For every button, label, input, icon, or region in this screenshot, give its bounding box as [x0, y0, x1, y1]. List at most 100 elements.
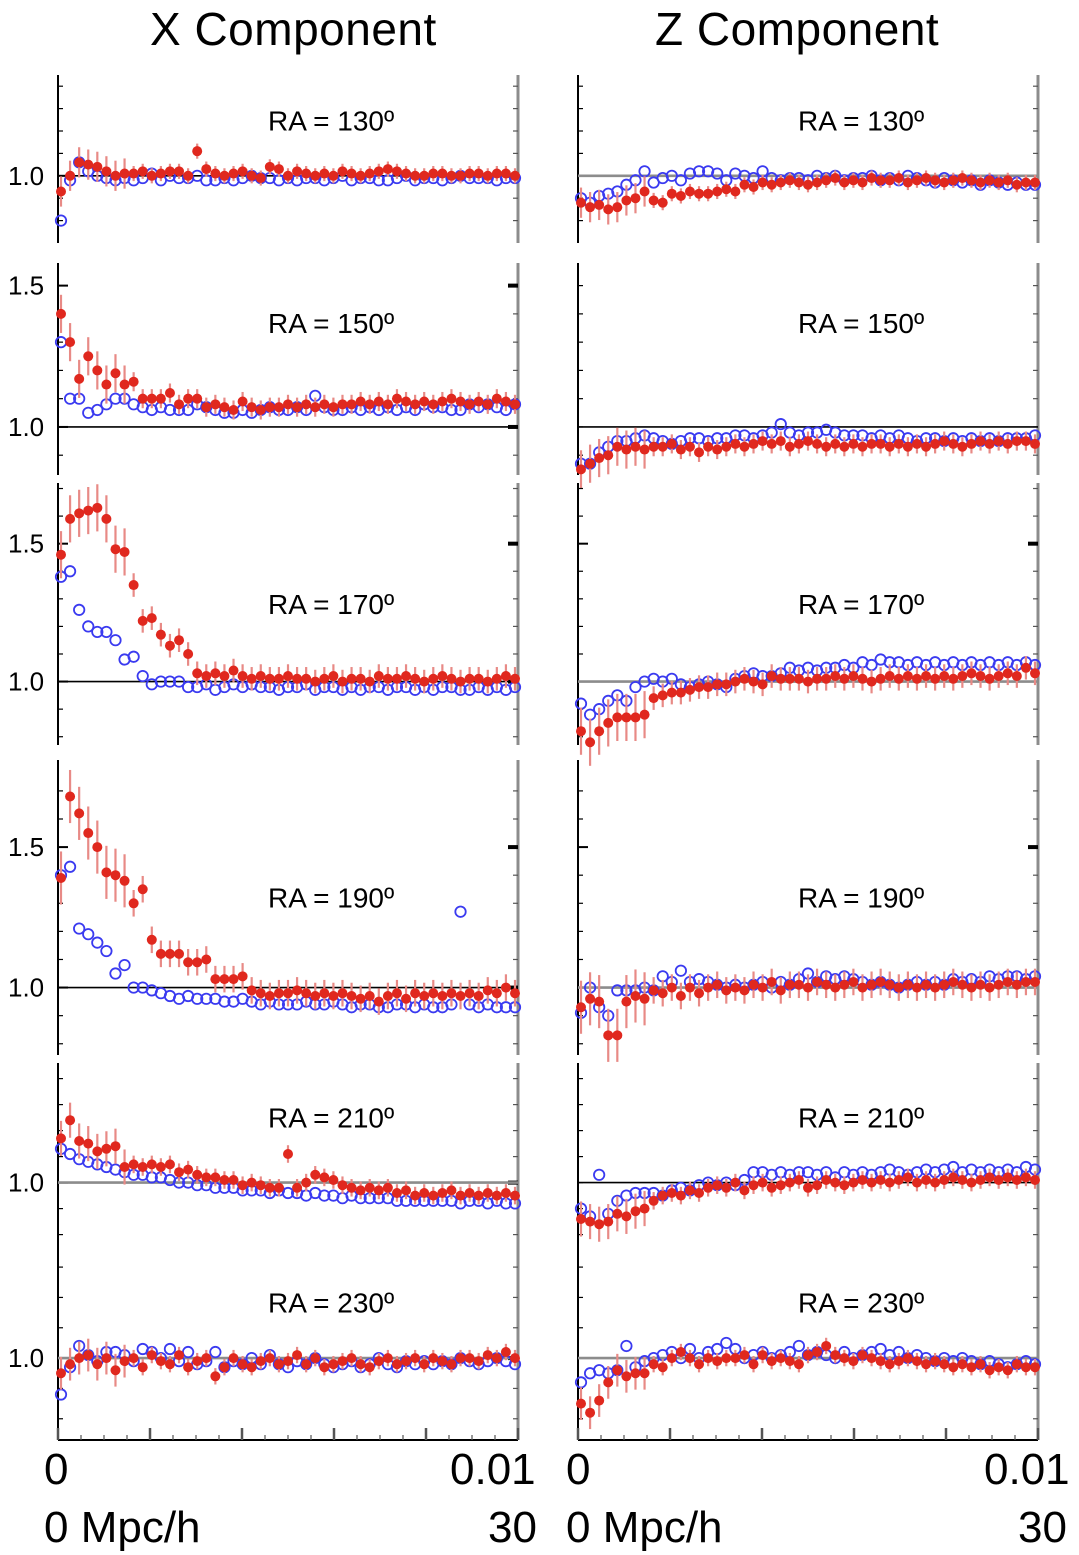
filled-point	[657, 197, 668, 208]
filled-point	[401, 168, 412, 179]
filled-point	[975, 671, 986, 682]
filled-point	[694, 447, 705, 458]
filled-point	[911, 1356, 922, 1367]
filled-point	[684, 1353, 695, 1364]
filled-point	[428, 168, 439, 179]
panel-z-3: RA = 170º	[574, 483, 1042, 766]
filled-point	[630, 193, 641, 204]
filled-point	[621, 996, 632, 1007]
filled-point	[83, 505, 94, 516]
filled-point	[482, 985, 493, 996]
filled-point	[237, 971, 248, 982]
filled-point	[201, 402, 212, 413]
filled-point	[500, 1347, 511, 1358]
filled-point	[1020, 177, 1031, 188]
filled-point	[56, 1368, 66, 1379]
filled-point	[666, 188, 677, 199]
open-point	[109, 634, 122, 647]
open-point	[692, 165, 706, 178]
filled-point	[585, 993, 596, 1004]
filled-point	[603, 717, 614, 728]
filled-point	[1030, 438, 1040, 449]
filled-point	[464, 1353, 475, 1364]
filled-point	[930, 1356, 941, 1367]
filled-point	[401, 1356, 412, 1367]
filled-point	[857, 982, 868, 993]
filled-point	[210, 1172, 221, 1183]
filled-point	[775, 177, 786, 188]
filled-point	[721, 985, 732, 996]
left-freq-min-label: 0	[44, 1445, 69, 1494]
filled-point	[821, 673, 832, 684]
filled-point	[292, 402, 303, 413]
filled-point	[902, 441, 913, 452]
open-point	[711, 167, 724, 180]
filled-point	[183, 648, 194, 659]
filled-point	[793, 177, 804, 188]
filled-point	[65, 791, 76, 802]
open-point	[281, 1186, 295, 1200]
filled-point	[866, 1353, 877, 1364]
filled-point	[1030, 1362, 1040, 1373]
filled-point	[766, 1182, 777, 1193]
filled-point	[857, 177, 868, 188]
filled-point	[866, 173, 877, 184]
filled-point	[174, 1350, 185, 1361]
filled-point	[966, 438, 977, 449]
filled-point	[92, 842, 103, 853]
filled-point	[757, 177, 768, 188]
filled-point	[821, 175, 832, 186]
filled-point	[446, 393, 457, 404]
filled-point	[455, 170, 466, 181]
filled-point	[219, 1362, 230, 1373]
filled-point	[146, 170, 157, 181]
filled-point	[884, 1177, 895, 1188]
filled-point	[92, 502, 103, 513]
filled-point	[192, 1356, 203, 1367]
filled-point	[957, 1359, 968, 1370]
filled-point	[1011, 436, 1022, 447]
filled-point	[966, 668, 977, 679]
filled-point	[984, 1172, 995, 1183]
filled-point	[1002, 976, 1013, 987]
filled-point	[255, 1356, 266, 1367]
filled-point	[437, 1356, 448, 1367]
filled-point	[164, 388, 175, 399]
filled-point	[739, 1185, 750, 1196]
filled-point	[1011, 1359, 1022, 1370]
filled-point	[328, 991, 339, 1001]
filled-point	[921, 173, 932, 184]
ra-annotation: RA = 170º	[268, 589, 394, 620]
filled-point	[703, 982, 714, 993]
filled-point	[739, 673, 750, 684]
filled-point	[694, 1188, 705, 1198]
filled-point	[65, 513, 76, 524]
filled-point	[146, 393, 157, 404]
filled-point	[510, 1190, 520, 1201]
filled-point	[364, 1182, 375, 1193]
open-point	[73, 603, 86, 616]
filled-point	[246, 1362, 257, 1373]
filled-point	[255, 173, 266, 184]
filled-point	[328, 402, 339, 413]
filled-point	[101, 867, 112, 878]
filled-point	[246, 402, 257, 413]
filled-point	[821, 1175, 832, 1185]
filled-point	[56, 186, 66, 197]
open-point	[63, 1147, 77, 1161]
filled-point	[666, 982, 677, 993]
filled-point	[748, 1359, 759, 1370]
filled-point	[292, 1182, 303, 1193]
filled-point	[273, 988, 284, 999]
filled-point	[56, 549, 66, 560]
filled-point	[884, 979, 895, 990]
filled-point	[500, 1188, 511, 1198]
filled-point	[210, 1371, 221, 1382]
filled-point	[576, 1214, 586, 1224]
filled-point	[437, 168, 448, 179]
filled-point	[337, 1356, 348, 1367]
open-point	[774, 418, 787, 431]
filled-point	[1030, 177, 1040, 188]
filled-point	[684, 982, 695, 993]
